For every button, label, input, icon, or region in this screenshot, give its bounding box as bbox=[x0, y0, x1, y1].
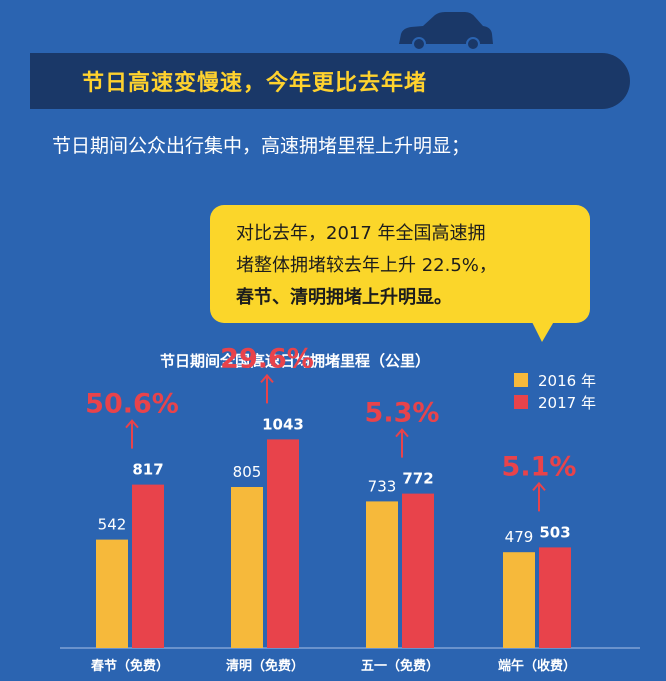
bar-2017 bbox=[402, 493, 434, 648]
subtitle: 节日期间公众出行集中，高速拥堵里程上升明显； bbox=[52, 135, 471, 157]
legend-swatch-2016 bbox=[514, 373, 528, 387]
bar-2017 bbox=[267, 439, 299, 648]
legend-label-2016: 2016 年 bbox=[538, 372, 596, 390]
growth-arrow-head bbox=[532, 481, 546, 492]
callout-tail bbox=[530, 318, 556, 342]
growth-percent-label: 29.6% bbox=[220, 343, 314, 374]
bar-value-label: 805 bbox=[233, 463, 262, 481]
category-label: 清明（免费） bbox=[226, 658, 304, 674]
category-label: 端午（收费） bbox=[498, 658, 576, 674]
bar-value-label: 542 bbox=[98, 516, 127, 534]
legend-item-2017: 2017 年 bbox=[514, 392, 654, 414]
category-label: 五一（免费） bbox=[361, 658, 439, 674]
callout-line-3: 春节、清明拥堵上升明显。 bbox=[236, 287, 452, 308]
bar-value-label: 733 bbox=[368, 477, 397, 495]
bar-2016 bbox=[231, 487, 263, 648]
legend-swatch-2017 bbox=[514, 395, 528, 409]
summary-callout: 对比去年，2017 年全国高速拥 堵整体拥堵较去年上升 22.5%， 春节、清明… bbox=[210, 205, 590, 323]
growth-arrow-head bbox=[395, 428, 409, 438]
legend-label-2017: 2017 年 bbox=[538, 394, 596, 412]
page-title: 节日高速变慢速，今年更比去年堵 bbox=[82, 71, 428, 96]
category-label: 春节（免费） bbox=[90, 658, 169, 674]
bar-2017 bbox=[132, 484, 164, 648]
header-banner: 节日高速变慢速，今年更比去年堵 bbox=[30, 53, 630, 109]
bar-2017 bbox=[539, 547, 571, 648]
growth-arrow-head bbox=[260, 373, 274, 384]
bar-value-label: 503 bbox=[539, 523, 570, 541]
bar-2016 bbox=[96, 539, 128, 648]
bar-value-label: 1043 bbox=[262, 415, 304, 433]
bar-2016 bbox=[366, 501, 398, 648]
bar-value-label: 479 bbox=[505, 528, 534, 546]
growth-percent-label: 50.6% bbox=[85, 389, 179, 420]
chart-title: 节日期间全国高速日均拥堵里程（公里） bbox=[160, 352, 431, 370]
growth-arrow-head bbox=[125, 419, 139, 429]
bar-value-label: 817 bbox=[132, 461, 163, 479]
callout-line-2: 堵整体拥堵较去年上升 22.5%， bbox=[236, 255, 497, 276]
bar-2016 bbox=[503, 552, 535, 648]
car-icon bbox=[399, 12, 493, 50]
chart-legend: 2016 年 2017 年 bbox=[514, 370, 654, 414]
legend-item-2016: 2016 年 bbox=[514, 370, 654, 392]
callout-line-1: 对比去年，2017 年全国高速拥 bbox=[236, 223, 486, 244]
bar-value-label: 772 bbox=[402, 470, 433, 488]
growth-percent-label: 5.3% bbox=[365, 398, 440, 429]
growth-percent-label: 5.1% bbox=[502, 451, 577, 482]
